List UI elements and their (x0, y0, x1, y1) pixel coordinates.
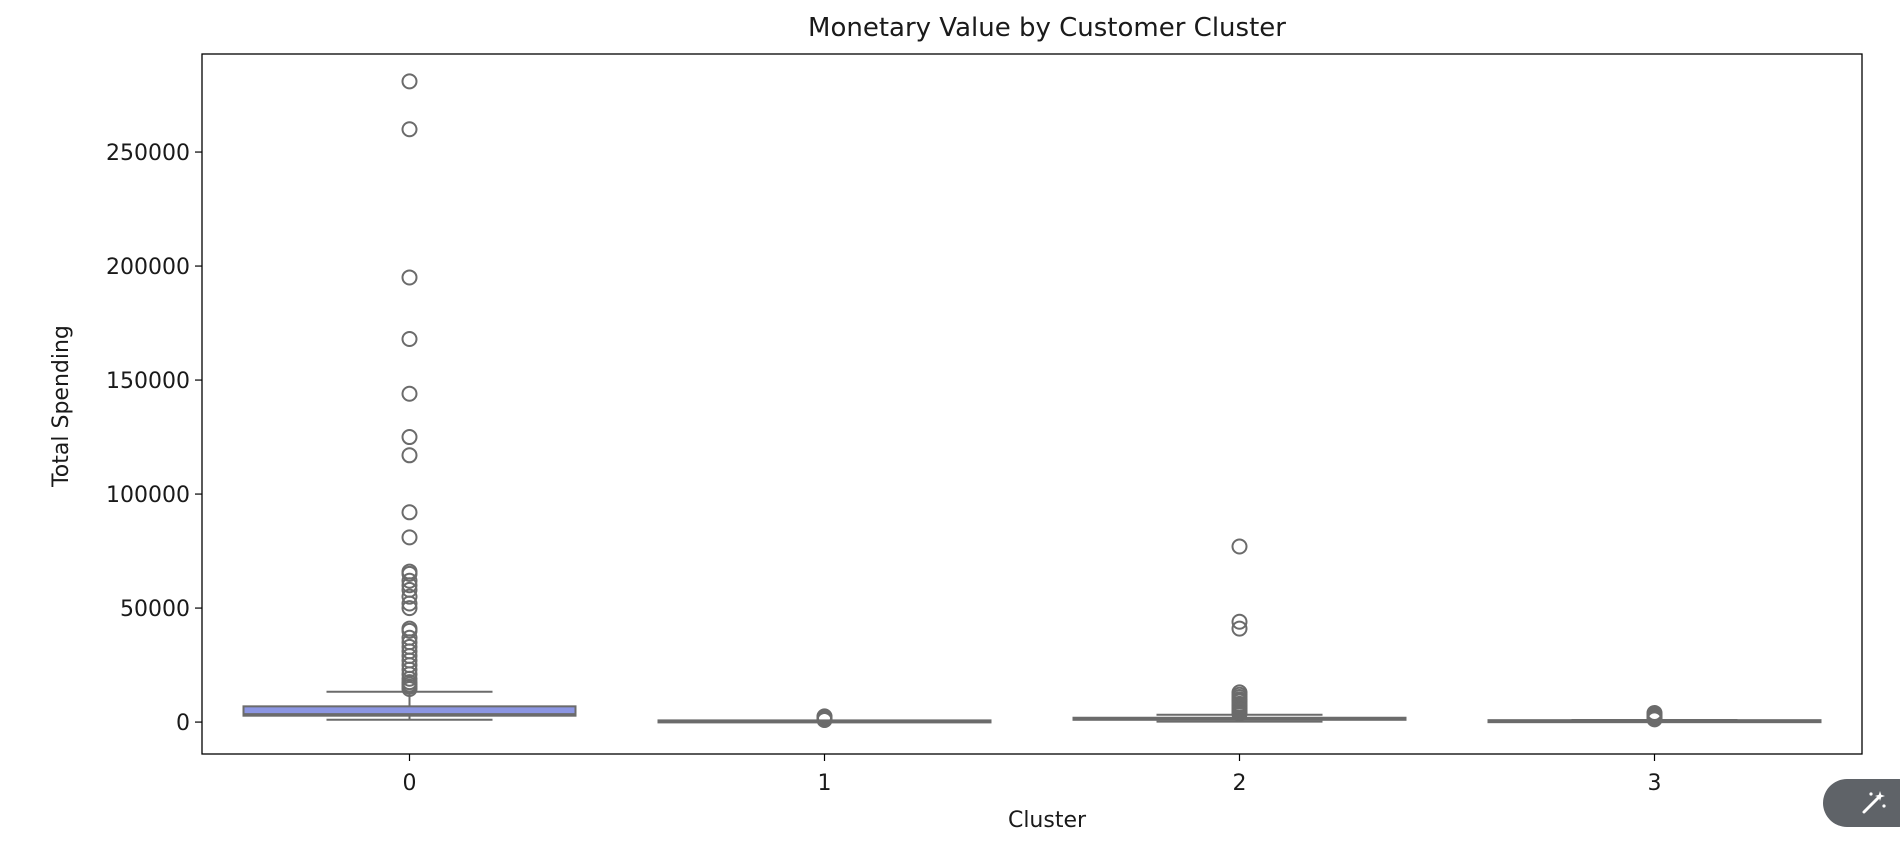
magic-wand-button[interactable] (1823, 779, 1900, 827)
outlier-point (401, 577, 418, 594)
y-tick-label: 250000 (106, 141, 190, 166)
x-axis-label: Cluster (1008, 808, 1087, 833)
box-cluster-3 (1487, 704, 1822, 728)
outlier-point (401, 447, 418, 464)
outlier-point (401, 681, 418, 698)
outlier-point (401, 385, 418, 402)
outlier-point (401, 588, 418, 605)
outlier-point (401, 504, 418, 521)
outlier-point (401, 565, 418, 582)
box (242, 705, 577, 717)
box-cluster-1 (657, 708, 992, 729)
x-axis: 0 1 2 3 (403, 754, 1662, 796)
box-cluster-2 (1072, 538, 1407, 723)
y-axis-label: Total Spending (49, 325, 74, 488)
outlier-point (401, 331, 418, 348)
outlier-point (401, 73, 418, 90)
box-plots (242, 73, 1822, 729)
outlier-point (401, 429, 418, 446)
outlier-point (1231, 705, 1248, 722)
outlier-point (1231, 620, 1248, 637)
outlier-point (401, 121, 418, 138)
outlier-point (1231, 613, 1248, 630)
x-tick-label: 1 (818, 771, 832, 796)
outlier-point (401, 595, 418, 612)
y-tick-label: 0 (176, 711, 190, 736)
y-tick-label: 100000 (106, 483, 190, 508)
chart-title: Monetary Value by Customer Cluster (808, 13, 1286, 43)
outlier-point (401, 529, 418, 546)
y-axis: 0 50000 100000 150000 200000 250000 (106, 141, 202, 736)
outlier-point (401, 269, 418, 286)
outlier-point (816, 712, 833, 729)
outlier-point (1231, 538, 1248, 555)
outlier-point (401, 600, 418, 617)
outlier-point (1646, 711, 1663, 728)
magic-wand-icon (1862, 791, 1886, 814)
x-tick-label: 3 (1648, 771, 1662, 796)
outlier-point (401, 622, 418, 639)
x-tick-label: 2 (1233, 771, 1247, 796)
y-tick-label: 50000 (120, 597, 190, 622)
y-tick-label: 150000 (106, 369, 190, 394)
y-tick-label: 200000 (106, 255, 190, 280)
x-tick-label: 0 (403, 771, 417, 796)
plot-frame (201, 53, 1863, 755)
box-cluster-0 (242, 73, 577, 721)
outlier-point (401, 572, 418, 589)
